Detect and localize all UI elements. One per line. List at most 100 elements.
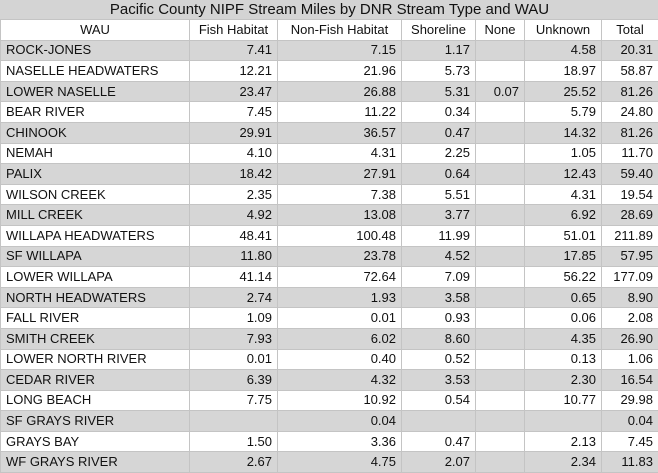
- value-cell: 6.92: [525, 205, 602, 226]
- value-cell: 0.64: [402, 164, 476, 185]
- value-cell: 0.47: [402, 122, 476, 143]
- value-cell: [476, 205, 525, 226]
- value-cell: 6.02: [278, 328, 402, 349]
- value-cell: 7.09: [402, 267, 476, 288]
- wau-cell: NORTH HEADWATERS: [1, 287, 190, 308]
- value-cell: 2.35: [190, 184, 278, 205]
- value-cell: 1.17: [402, 40, 476, 61]
- value-cell: 4.31: [278, 143, 402, 164]
- value-cell: 24.80: [602, 102, 658, 123]
- value-cell: 7.41: [190, 40, 278, 61]
- value-cell: [476, 164, 525, 185]
- value-cell: 17.85: [525, 246, 602, 267]
- value-cell: [476, 184, 525, 205]
- value-cell: 4.32: [278, 370, 402, 391]
- wau-cell: LOWER NASELLE: [1, 81, 190, 102]
- value-cell: 7.15: [278, 40, 402, 61]
- value-cell: 57.95: [602, 246, 658, 267]
- value-cell: 100.48: [278, 225, 402, 246]
- value-cell: 2.34: [525, 452, 602, 473]
- value-cell: 0.04: [278, 411, 402, 432]
- wau-cell: LONG BEACH: [1, 390, 190, 411]
- value-cell: 27.91: [278, 164, 402, 185]
- value-cell: 211.89: [602, 225, 658, 246]
- value-cell: 177.09: [602, 267, 658, 288]
- value-cell: 23.47: [190, 81, 278, 102]
- value-cell: [476, 61, 525, 82]
- column-header: None: [476, 20, 525, 41]
- value-cell: 3.58: [402, 287, 476, 308]
- wau-cell: MILL CREEK: [1, 205, 190, 226]
- value-cell: [476, 349, 525, 370]
- value-cell: 2.08: [602, 308, 658, 329]
- value-cell: 41.14: [190, 267, 278, 288]
- value-cell: 7.93: [190, 328, 278, 349]
- value-cell: 23.78: [278, 246, 402, 267]
- value-cell: [525, 411, 602, 432]
- value-cell: 2.13: [525, 431, 602, 452]
- value-cell: [476, 102, 525, 123]
- value-cell: 0.07: [476, 81, 525, 102]
- value-cell: 4.52: [402, 246, 476, 267]
- wau-cell: BEAR RIVER: [1, 102, 190, 123]
- column-header: WAU: [1, 20, 190, 41]
- value-cell: [476, 328, 525, 349]
- value-cell: 59.40: [602, 164, 658, 185]
- wau-cell: PALIX: [1, 164, 190, 185]
- value-cell: 20.31: [602, 40, 658, 61]
- value-cell: 13.08: [278, 205, 402, 226]
- wau-cell: CHINOOK: [1, 122, 190, 143]
- value-cell: 0.06: [525, 308, 602, 329]
- value-cell: [476, 287, 525, 308]
- value-cell: 2.07: [402, 452, 476, 473]
- value-cell: 0.13: [525, 349, 602, 370]
- value-cell: 29.98: [602, 390, 658, 411]
- value-cell: 0.47: [402, 431, 476, 452]
- value-cell: 81.26: [602, 81, 658, 102]
- value-cell: 18.97: [525, 61, 602, 82]
- value-cell: 18.42: [190, 164, 278, 185]
- wau-cell: CEDAR RIVER: [1, 370, 190, 391]
- wau-cell: WILLAPA HEADWATERS: [1, 225, 190, 246]
- value-cell: 11.83: [602, 452, 658, 473]
- wau-cell: FALL RIVER: [1, 308, 190, 329]
- value-cell: 0.40: [278, 349, 402, 370]
- value-cell: 5.51: [402, 184, 476, 205]
- value-cell: [476, 452, 525, 473]
- wau-cell: SF GRAYS RIVER: [1, 411, 190, 432]
- value-cell: [190, 411, 278, 432]
- value-cell: 0.54: [402, 390, 476, 411]
- wau-cell: ROCK-JONES: [1, 40, 190, 61]
- wau-cell: GRAYS BAY: [1, 431, 190, 452]
- value-cell: 72.64: [278, 267, 402, 288]
- value-cell: 56.22: [525, 267, 602, 288]
- value-cell: [476, 267, 525, 288]
- value-cell: 11.70: [602, 143, 658, 164]
- column-header: Shoreline: [402, 20, 476, 41]
- value-cell: 29.91: [190, 122, 278, 143]
- table-title: Pacific County NIPF Stream Miles by DNR …: [0, 0, 658, 19]
- value-cell: [476, 225, 525, 246]
- column-header: Unknown: [525, 20, 602, 41]
- value-cell: 4.58: [525, 40, 602, 61]
- value-cell: 36.57: [278, 122, 402, 143]
- value-cell: 2.74: [190, 287, 278, 308]
- value-cell: 25.52: [525, 81, 602, 102]
- value-cell: 11.99: [402, 225, 476, 246]
